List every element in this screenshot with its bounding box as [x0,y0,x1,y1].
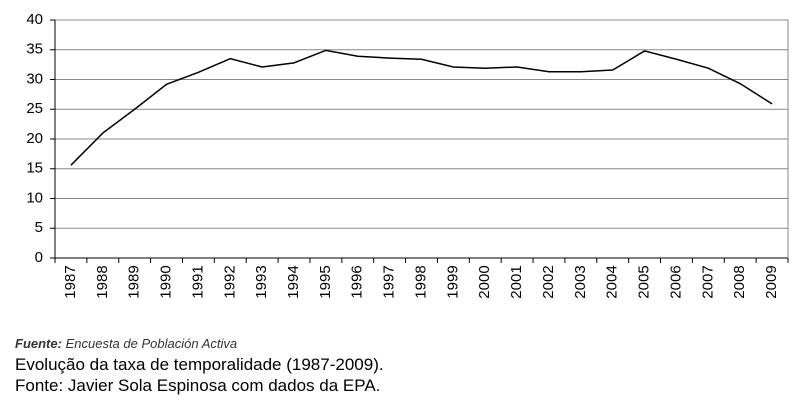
x-tick-label: 2005 [636,265,653,298]
x-tick-label: 1999 [444,265,461,298]
y-tick-label: 30 [26,70,43,87]
y-tick-label: 35 [26,41,43,58]
x-tick-label: 1995 [317,265,334,298]
x-tick-label: 2009 [763,265,780,298]
x-tick-label: 2002 [540,265,557,298]
y-tick-label: 20 [26,130,43,147]
y-tick-label: 5 [35,219,43,236]
x-tick-label: 1987 [62,265,79,298]
y-tick-label: 25 [26,100,43,117]
x-tick-label: 2004 [604,265,621,298]
y-tick-label: 15 [26,160,43,177]
x-tick-label: 1993 [253,265,270,298]
footer: Fuente: Encuesta de Población Activa Evo… [15,334,384,396]
x-tick-label: 2003 [572,265,589,298]
y-tick-label: 0 [35,249,43,266]
x-tick-label: 1990 [158,265,175,298]
y-tick-label: 10 [26,189,43,206]
x-tick-label: 2000 [476,265,493,298]
x-tick-label: 2006 [667,265,684,298]
chart: 0 5 10 15 20 25 30 35 40 1987 1988 1989 1990 1991 1992… [26,11,789,299]
x-tick-label: 1997 [381,265,398,298]
source: Fuente: Encuesta de Población Activa [15,334,384,354]
x-tick-label: 1991 [189,265,206,298]
x-tick-label: 1992 [221,265,238,298]
x-tick-label: 2008 [731,265,748,298]
source-label: Fuente: [15,336,62,351]
x-tick-label: 1996 [349,265,366,298]
x-tick-label: 1994 [285,265,302,298]
source-text: Encuesta de Población Activa [65,336,238,351]
x-tick-label: 1989 [126,265,143,298]
x-tick-label: 1988 [94,265,111,298]
x-tick-label: 2001 [508,265,525,298]
caption-line: Evolução da taxa de temporalidade (1987-… [15,355,384,374]
caption-line: Fonte: Javier Sola Espinosa com dados da… [15,376,381,395]
y-tick-label: 40 [26,11,43,28]
x-tick-label: 1998 [412,265,429,298]
x-tick-label: 2007 [699,265,716,298]
line [70,49,773,166]
